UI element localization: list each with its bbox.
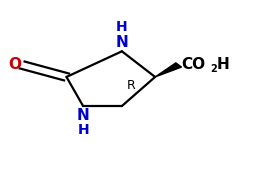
Polygon shape (155, 63, 181, 77)
Text: H: H (77, 123, 89, 137)
Text: N: N (77, 108, 89, 123)
Text: H: H (217, 57, 230, 72)
Text: H: H (116, 20, 128, 34)
Text: CO: CO (181, 57, 206, 72)
Text: N: N (116, 35, 128, 50)
Text: 2: 2 (211, 64, 217, 74)
Text: R: R (127, 79, 136, 92)
Text: O: O (8, 57, 21, 73)
